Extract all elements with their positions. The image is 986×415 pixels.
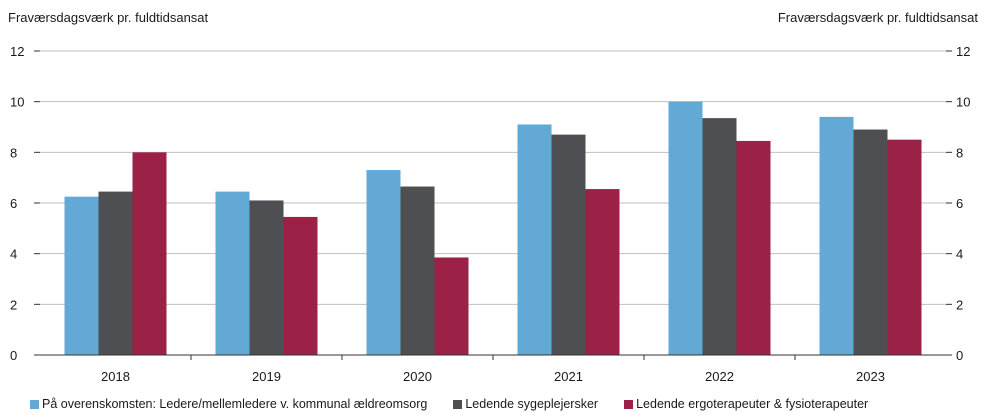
bar-2019-series-1 <box>215 191 250 355</box>
legend-swatch <box>624 399 634 409</box>
x-tick-label: 2018 <box>101 369 130 384</box>
legend-item-series-1: På overenskomsten: Ledere/mellemledere v… <box>30 397 427 411</box>
y-axis-title-right: Fraværsdagsværk pr. fuldtidsansat <box>777 10 978 25</box>
y-tick-label-left: 12 <box>10 44 24 59</box>
bar-2019-series-3 <box>283 216 318 355</box>
y-tick-label-right: 2 <box>956 297 963 312</box>
bar-2021-series-3 <box>585 189 620 355</box>
legend-label: På overenskomsten: Ledere/mellemledere v… <box>42 397 428 411</box>
x-tick-label: 2023 <box>856 369 885 384</box>
bar-2021-series-2 <box>551 134 586 355</box>
x-tick-label: 2020 <box>403 369 432 384</box>
x-tick-label: 2019 <box>252 369 281 384</box>
x-tick-label: 2021 <box>554 369 583 384</box>
y-tick-label-left: 6 <box>10 196 17 211</box>
bar-2020-series-3 <box>434 257 469 355</box>
y-tick-label-left: 8 <box>10 145 17 160</box>
legend-label: Ledende ergoterapeuter & fysioterapeuter <box>636 397 869 411</box>
y-tick-label-right: 10 <box>956 95 970 110</box>
y-tick-label-right: 6 <box>956 196 963 211</box>
y-tick-label-right: 0 <box>956 348 963 363</box>
bar-2023-series-1 <box>819 116 854 355</box>
bar-2020-series-2 <box>400 186 435 355</box>
bar-2018-series-1 <box>64 196 99 355</box>
legend-swatch <box>453 399 463 409</box>
bar-2021-series-1 <box>517 124 552 355</box>
bar-2022-series-2 <box>702 118 737 355</box>
y-tick-label-right: 4 <box>956 247 963 262</box>
bar-2022-series-1 <box>668 101 703 356</box>
bar-2019-series-2 <box>249 200 284 355</box>
legend-item-series-2: Ledende sygeplejersker <box>453 397 598 411</box>
y-tick-label-right: 12 <box>956 44 970 59</box>
bar-2018-series-2 <box>98 191 133 355</box>
bar-2020-series-1 <box>366 170 401 355</box>
legend-label: Ledende sygeplejersker <box>465 397 599 411</box>
legend-swatch <box>30 399 39 409</box>
bar-2018-series-3 <box>132 152 167 355</box>
bar-2022-series-3 <box>736 140 771 355</box>
bar-2023-series-2 <box>853 129 888 355</box>
y-axis-title-left: Fraværsdagsværk pr. fuldtidsansat <box>8 10 209 25</box>
x-axis: 2018 2019 2020 2021 2022 2023 <box>40 354 946 384</box>
legend-item-series-3: Ledende ergoterapeuter & fysioterapeuter <box>624 397 868 411</box>
y-tick-label-left: 10 <box>10 95 24 110</box>
y-tick-label-left: 4 <box>10 247 17 262</box>
gridlines <box>40 50 946 305</box>
x-tick-label: 2022 <box>705 369 734 384</box>
y-tick-label-right: 8 <box>956 145 963 160</box>
bars <box>64 101 922 356</box>
y-tick-label-left: 2 <box>10 297 17 312</box>
legend: På overenskomsten: Ledere/mellemledere v… <box>30 397 868 411</box>
bar-chart: 2018 2019 2020 2021 2022 2023 0 0 2 2 4 4 6 6 8 8 10 10 1… <box>10 44 970 384</box>
bar-2023-series-3 <box>887 139 922 355</box>
y-tick-label-left: 0 <box>10 348 17 363</box>
y-axis-ticks: 0 0 2 2 4 4 6 6 8 8 10 10 12 12 <box>10 44 970 363</box>
